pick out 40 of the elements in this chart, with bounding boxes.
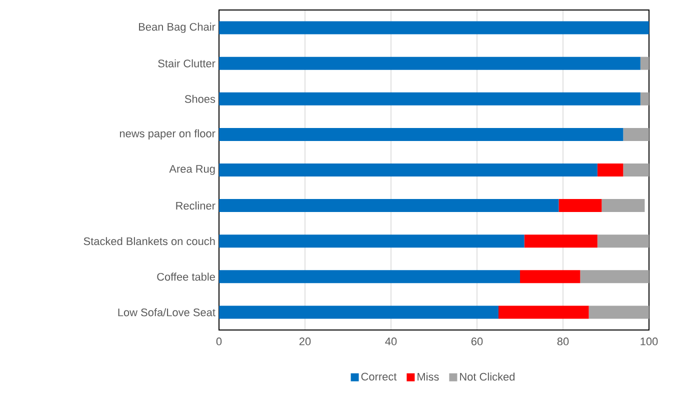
bar [623, 128, 650, 141]
bar [640, 56, 650, 70]
x-tick-label: 40 [385, 338, 397, 346]
x-tick-label: 100 [640, 338, 658, 346]
y-tick-label: Low Sofa/Love Seat [118, 308, 216, 316]
bar [219, 270, 520, 284]
legend-label: Correct [361, 372, 397, 380]
bar [623, 164, 650, 177]
x-tick-label: 20 [299, 338, 311, 346]
x-tick-label: 60 [471, 338, 483, 346]
bar [498, 306, 589, 319]
bar [219, 128, 624, 141]
bar [602, 199, 645, 212]
x-tick-label: 80 [557, 338, 569, 346]
bar [597, 234, 650, 248]
x-tick-label: 0 [216, 338, 222, 346]
bar [219, 234, 524, 248]
bar [640, 92, 650, 106]
legend-label: Not Clicked [460, 372, 515, 381]
y-tick-label: news paper on floor [120, 129, 216, 140]
y-tick-label: Bean Bag Chair [139, 22, 216, 33]
bar [520, 270, 580, 284]
y-tick-label: Stacked Blankets on couch [84, 237, 215, 246]
bar [588, 306, 650, 319]
y-tick-label: Area Rug [169, 165, 215, 175]
bar [219, 56, 640, 70]
bar [597, 164, 624, 177]
bar [524, 234, 598, 248]
y-tick-label: Recliner [176, 202, 216, 210]
bar [219, 92, 640, 106]
bar [219, 21, 650, 34]
y-tick-label: Stair Clutter [158, 59, 216, 68]
legend-label: Miss [418, 372, 439, 381]
y-tick-label: Shoes [184, 94, 216, 103]
bar [219, 199, 559, 212]
y-tick-label: Coffee table [157, 272, 215, 281]
bar [219, 306, 499, 319]
bar [558, 199, 602, 212]
bar [580, 270, 650, 284]
bar [219, 164, 598, 177]
